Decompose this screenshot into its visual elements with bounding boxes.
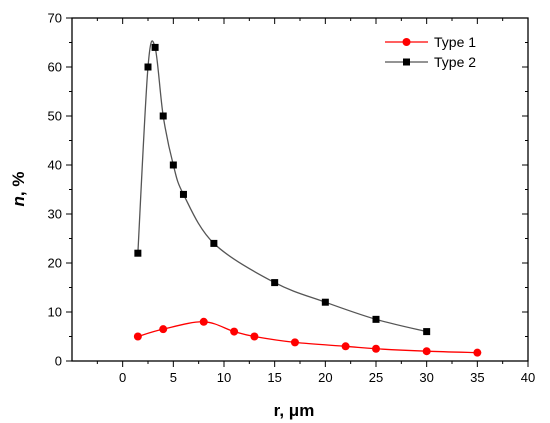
x-tick-label: 5 bbox=[170, 370, 177, 385]
x-tick-label: 30 bbox=[419, 370, 433, 385]
data-point bbox=[372, 344, 380, 353]
data-point bbox=[210, 239, 218, 247]
x-tick-label: 20 bbox=[318, 370, 332, 385]
data-point bbox=[159, 325, 168, 334]
legend-marker bbox=[402, 38, 411, 46]
y-tick-label: 60 bbox=[48, 60, 62, 75]
legend-label: Type 2 bbox=[434, 54, 476, 70]
series-line bbox=[137, 40, 427, 333]
y-tick-label: 30 bbox=[48, 207, 62, 222]
y-tick-label: 0 bbox=[55, 354, 62, 369]
x-axis-label: r, μm bbox=[274, 401, 315, 420]
data-point bbox=[341, 342, 350, 351]
data-point bbox=[134, 249, 142, 257]
data-point bbox=[169, 161, 177, 169]
data-point bbox=[250, 332, 259, 341]
x-tick-label: 15 bbox=[267, 370, 281, 385]
x-tick-label: 40 bbox=[521, 370, 535, 385]
y-axis-label: n, % bbox=[9, 172, 28, 207]
y-axis-label-unit: , % bbox=[9, 172, 28, 197]
series-1 bbox=[133, 317, 482, 357]
data-point bbox=[199, 317, 208, 326]
y-tick-label: 20 bbox=[48, 256, 62, 271]
y-tick-label: 70 bbox=[48, 11, 62, 26]
data-point bbox=[423, 328, 431, 336]
data-point bbox=[372, 315, 380, 323]
data-point bbox=[321, 298, 329, 306]
data-point bbox=[159, 112, 167, 120]
data-point bbox=[179, 190, 187, 198]
y-tick-label: 50 bbox=[48, 109, 62, 124]
data-point bbox=[290, 338, 299, 347]
data-point bbox=[144, 63, 152, 71]
data-point bbox=[473, 348, 482, 357]
y-axis-label-var: n bbox=[9, 196, 28, 206]
y-tick-label: 40 bbox=[48, 158, 62, 173]
data-point bbox=[422, 347, 431, 356]
x-tick-label: 25 bbox=[369, 370, 383, 385]
axes: 0 5 10 15 20 25 30 35 40 0 10 20 30 40 50 60 70 bbox=[48, 11, 536, 386]
y-tick-label: 10 bbox=[48, 305, 62, 320]
x-tick-label: 35 bbox=[470, 370, 484, 385]
data-point bbox=[230, 327, 239, 336]
x-tick-label: 0 bbox=[119, 370, 126, 385]
legend: Type 1 Type 2 bbox=[385, 34, 476, 70]
data-point bbox=[271, 279, 279, 287]
series-line bbox=[137, 321, 478, 354]
series-2 bbox=[134, 40, 431, 336]
data-point bbox=[151, 43, 159, 51]
legend-marker bbox=[403, 58, 410, 66]
data-point bbox=[133, 332, 142, 341]
legend-label: Type 1 bbox=[434, 34, 476, 50]
series-layer bbox=[133, 40, 482, 357]
x-tick-label: 10 bbox=[217, 370, 231, 385]
